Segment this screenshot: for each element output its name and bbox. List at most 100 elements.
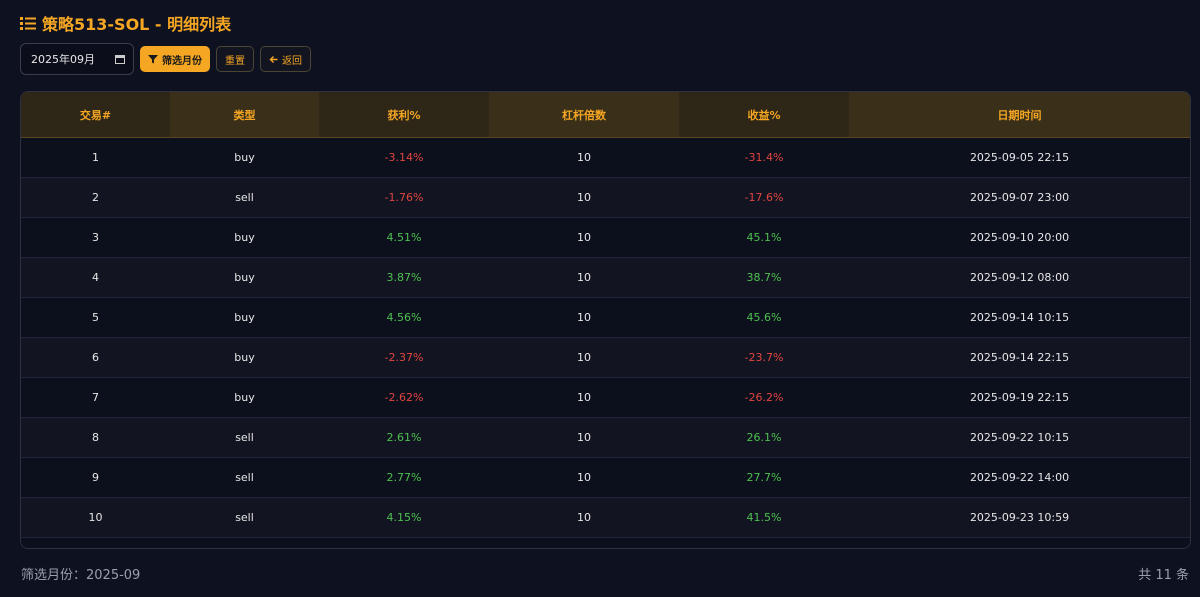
table-cell: 3: [21, 217, 170, 258]
table-row: 4 buy 3.87% 10 38.7% 2025-09-12 08:00: [21, 257, 1190, 298]
table-cell: 3.81%: [319, 537, 489, 548]
table-cell: -23.7%: [679, 337, 849, 378]
column-header: 获利%: [319, 92, 489, 138]
table-cell: 4.15%: [319, 497, 489, 538]
column-header: 收益%: [679, 92, 849, 138]
column-header: 日期时间: [849, 92, 1190, 138]
table-cell: 10: [489, 217, 679, 258]
table-cell: buy: [170, 137, 319, 178]
table-cell: 2025-09-05 22:15: [849, 137, 1190, 178]
table-cell: 38.1%: [679, 537, 849, 548]
table-row: 5 buy 4.56% 10 45.6% 2025-09-14 10:15: [21, 297, 1190, 338]
calendar-icon: [115, 55, 125, 64]
table-cell: 38.7%: [679, 257, 849, 298]
filter-info: 筛选月份：2025-09: [21, 568, 141, 583]
reset-button[interactable]: 重置: [216, 46, 254, 72]
column-header: 交易#: [21, 92, 170, 138]
table-cell: 45.1%: [679, 217, 849, 258]
table-cell: -2.37%: [319, 337, 489, 378]
table-row: 8 sell 2.61% 10 26.1% 2025-09-22 10:15: [21, 417, 1190, 458]
table-container: 交易# 类型 获利% 杠杆倍数 收益% 日期时间 1 buy -3.14% 10 -31.4% 20…: [20, 91, 1191, 549]
month-value: 2025年09月: [31, 53, 95, 66]
table-cell: 2.77%: [319, 457, 489, 498]
table-row: 2 sell -1.76% 10 -17.6% 2025-09-07 23:00: [21, 177, 1190, 218]
table-cell: 11: [21, 537, 170, 548]
table-row: 3 buy 4.51% 10 45.1% 2025-09-10 20:00: [21, 217, 1190, 258]
table-cell: sell: [170, 497, 319, 538]
table-cell: 1: [21, 137, 170, 178]
reset-label: 重置: [225, 55, 245, 67]
table-cell: sell: [170, 457, 319, 498]
filter-button[interactable]: 筛选月份: [140, 46, 210, 72]
table-cell: 8: [21, 417, 170, 458]
table-cell: -17.6%: [679, 177, 849, 218]
table-cell: 2025-09-10 20:00: [849, 217, 1190, 258]
table-cell: 10: [489, 337, 679, 378]
table-cell: 4: [21, 257, 170, 298]
table-cell: sell: [170, 177, 319, 218]
table-cell: 4.56%: [319, 297, 489, 338]
filter-icon: [148, 55, 158, 64]
table-cell: -31.4%: [679, 137, 849, 178]
filter-label: 筛选月份: [162, 55, 202, 67]
table-cell: 2025-09-07 23:00: [849, 177, 1190, 218]
table-cell: 2025-09-14 22:15: [849, 337, 1190, 378]
table-cell: 2.61%: [319, 417, 489, 458]
table-row: 10 sell 4.15% 10 41.5% 2025-09-23 10:59: [21, 497, 1190, 538]
table-cell: 6: [21, 337, 170, 378]
table-cell: 2025-09-19 22:15: [849, 377, 1190, 418]
table-cell: 10: [21, 497, 170, 538]
table-cell: 5: [21, 297, 170, 338]
column-header: 杠杆倍数: [489, 92, 679, 138]
table-cell: 10: [489, 297, 679, 338]
header: 策略513-SOL - 明细列表: [20, 11, 231, 35]
table-row: 1 buy -3.14% 10 -31.4% 2025-09-05 22:15: [21, 137, 1190, 178]
table-cell: 27.7%: [679, 457, 849, 498]
table-cell: 2025-09-24 11:29: [849, 537, 1190, 548]
table-row: 6 buy -2.37% 10 -23.7% 2025-09-14 22:15: [21, 337, 1190, 378]
table-cell: 10: [489, 257, 679, 298]
table-cell: buy: [170, 337, 319, 378]
table-cell: 4.51%: [319, 217, 489, 258]
table-cell: 45.6%: [679, 297, 849, 338]
month-input[interactable]: 2025年09月: [20, 43, 134, 75]
table-cell: 2025-09-22 14:00: [849, 457, 1190, 498]
table-cell: 2025-09-14 10:15: [849, 297, 1190, 338]
back-label: 返回: [282, 55, 302, 67]
table-cell: 10: [489, 537, 679, 548]
table-cell: sell: [170, 537, 319, 548]
table-cell: 10: [489, 137, 679, 178]
column-header: 类型: [170, 92, 319, 138]
table-cell: buy: [170, 217, 319, 258]
table-cell: -3.14%: [319, 137, 489, 178]
table-cell: buy: [170, 377, 319, 418]
detail-table: 交易# 类型 获利% 杠杆倍数 收益% 日期时间 1 buy -3.14% 10 -31.4% 20…: [21, 92, 1190, 548]
table-cell: -1.76%: [319, 177, 489, 218]
table-cell: buy: [170, 297, 319, 338]
table-cell: sell: [170, 417, 319, 458]
table-cell: 10: [489, 377, 679, 418]
table-cell: 3.87%: [319, 257, 489, 298]
table-cell: -26.2%: [679, 377, 849, 418]
table-cell: 7: [21, 377, 170, 418]
table-cell: 2025-09-23 10:59: [849, 497, 1190, 538]
list-icon: [20, 17, 36, 30]
header-row: 交易# 类型 获利% 杠杆倍数 收益% 日期时间: [21, 92, 1190, 138]
row-count: 共 11 条: [1138, 568, 1189, 583]
table-cell: 10: [489, 497, 679, 538]
table-cell: 10: [489, 417, 679, 458]
table-body: 1 buy -3.14% 10 -31.4% 2025-09-05 22:15 2 sell -…: [21, 137, 1190, 548]
table-row: 7 buy -2.62% 10 -26.2% 2025-09-19 22:15: [21, 377, 1190, 418]
table-row: 9 sell 2.77% 10 27.7% 2025-09-22 14:00: [21, 457, 1190, 498]
controls: 2025年09月 筛选月份 重置 返回: [20, 43, 311, 75]
back-button[interactable]: 返回: [260, 46, 311, 72]
table-cell: 10: [489, 177, 679, 218]
table-cell: 41.5%: [679, 497, 849, 538]
table-cell: 2025-09-12 08:00: [849, 257, 1190, 298]
page-title: 策略513-SOL - 明细列表: [42, 15, 232, 34]
table-cell: buy: [170, 257, 319, 298]
table-cell: 9: [21, 457, 170, 498]
table-cell: 2: [21, 177, 170, 218]
